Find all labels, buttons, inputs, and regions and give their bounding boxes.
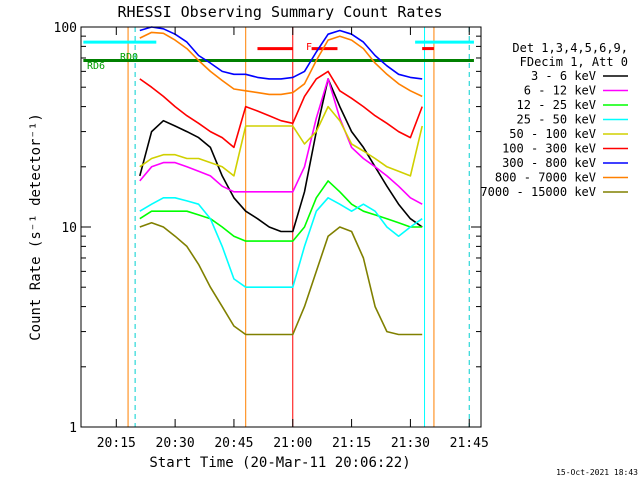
series-line-5 bbox=[139, 105, 423, 177]
y-tick-label-1: 1 bbox=[69, 421, 77, 436]
x-axis: 20:15 20:30 20:45 21:00 21:15 21:30 21:45 bbox=[97, 27, 489, 451]
x-tick-label-2: 20:30 bbox=[156, 436, 195, 451]
series-line-3 bbox=[139, 180, 423, 242]
plot-area: RD0 RD6 F bbox=[83, 26, 474, 427]
legend-label-3: 12 - 25 keV bbox=[517, 98, 596, 112]
x-tick-label-5: 21:15 bbox=[332, 436, 371, 451]
annotation-f: F bbox=[306, 42, 312, 53]
legend-label-4: 25 - 50 keV bbox=[517, 113, 596, 127]
x-tick-label-6: 21:30 bbox=[391, 436, 430, 451]
x-tick-label-1: 20:15 bbox=[97, 436, 136, 451]
annotation-rd0: RD0 bbox=[120, 52, 138, 63]
legend-label-1: 3 - 6 keV bbox=[531, 69, 596, 83]
x-tick-label-3: 20:45 bbox=[214, 436, 253, 451]
series-line-9 bbox=[139, 222, 423, 336]
series-line-1 bbox=[139, 78, 423, 233]
legend-header-1: Det 1,3,4,5,6,9, bbox=[512, 41, 628, 55]
x-tick-label-7: 21:45 bbox=[450, 436, 489, 451]
chart-timestamp: 15-Oct-2021 18:43 bbox=[556, 468, 638, 477]
legend-header-2: FDecim 1, Att 0 bbox=[520, 55, 628, 69]
legend-label-6: 100 - 300 keV bbox=[502, 142, 596, 156]
y-tick-label-3: 100 bbox=[54, 21, 77, 36]
legend-label-8: 800 - 7000 keV bbox=[495, 171, 596, 185]
series-line-4 bbox=[139, 197, 423, 289]
legend-label-2: 6 - 12 keV bbox=[524, 84, 596, 98]
y-axis: 1 10 100 bbox=[54, 21, 481, 436]
series-line-2 bbox=[139, 78, 423, 205]
legend-label-9: 7000 - 15000 keV bbox=[480, 185, 596, 199]
series-line-7 bbox=[139, 26, 423, 80]
series-line-6 bbox=[139, 70, 423, 149]
legend-label-7: 300 - 800 keV bbox=[502, 156, 596, 170]
y-axis-label: Count Rate (s⁻¹ detector⁻¹) bbox=[28, 113, 44, 341]
x-axis-label: Start Time (20-Mar-11 20:06:22) bbox=[149, 455, 410, 471]
series-line-8 bbox=[139, 31, 423, 98]
annotation-rd6: RD6 bbox=[87, 61, 105, 72]
chart-title: RHESSI Observing Summary Count Rates bbox=[117, 3, 442, 21]
y-tick-label-2: 10 bbox=[61, 221, 77, 236]
legend: Det 1,3,4,5,6,9, FDecim 1, Att 0 3 - 6 k… bbox=[480, 41, 628, 199]
legend-label-5: 50 - 100 keV bbox=[509, 127, 596, 141]
x-tick-label-4: 21:00 bbox=[273, 436, 312, 451]
